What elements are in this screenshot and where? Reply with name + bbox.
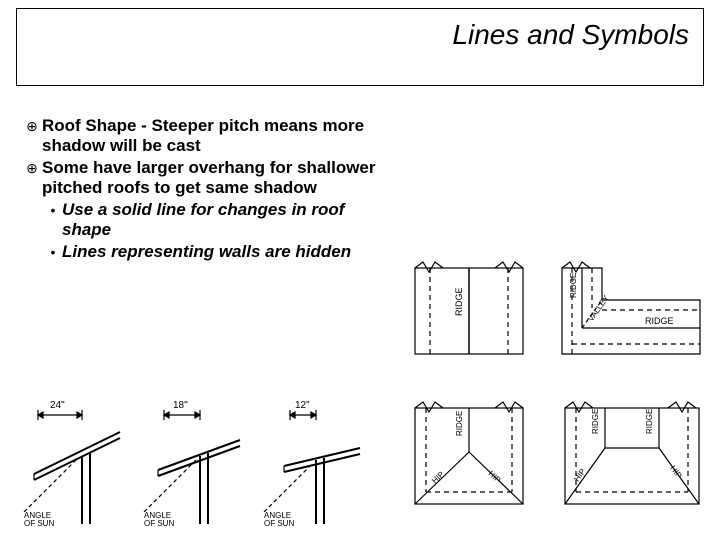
diagram-hip-trap: RIDGE RIDGE HIP HIP — [550, 396, 710, 516]
diagram-overhang-1: 24" ANGLE OF SUN — [20, 396, 130, 526]
bullet-item-1: ⊕ Roof Shape - Steeper pitch means more … — [22, 116, 392, 156]
diagram-overhang-3: 12" ANGLE OF SUN — [260, 396, 370, 526]
hip-label: HIP — [430, 470, 446, 486]
ridge-label: RIDGE — [591, 409, 600, 434]
bullet-icon: ⊕ — [22, 158, 42, 178]
sun-label-2: OF SUN — [144, 519, 174, 526]
sun-label-2: OF SUN — [264, 519, 294, 526]
sub-bullet-text: Use a solid line for changes in roof sha… — [62, 200, 392, 240]
sun-label-2: OF SUN — [24, 519, 54, 526]
page-title: Lines and Symbols — [452, 19, 689, 51]
bullet-item-2: ⊕ Some have larger overhang for shallowe… — [22, 158, 392, 198]
dim-label: 24" — [50, 400, 65, 411]
diagram-overhang-2: 18" ANGLE OF SUN — [140, 396, 250, 526]
diagram-hip: RIDGE HIP HIP — [400, 396, 530, 516]
ridge-label: RIDGE — [455, 411, 464, 436]
ridge-label: RIDGE — [645, 316, 674, 326]
ridge-label: RIDGE — [569, 273, 578, 298]
sub-bullet-icon: • — [44, 242, 62, 262]
dim-label: 18" — [173, 400, 188, 411]
ridge-label: RIDGE — [645, 409, 654, 434]
valley-label: VALLEY — [586, 293, 611, 323]
hip-label: HIP — [668, 464, 683, 480]
diagram-valley: RIDGE RIDGE VALLEY — [550, 256, 710, 366]
sub-bullet-text: Lines representing walls are hidden — [62, 242, 351, 262]
sub-bullet-1: • Use a solid line for changes in roof s… — [44, 200, 392, 240]
bullet-text: Roof Shape - Steeper pitch means more sh… — [42, 116, 392, 156]
hip-label: HIP — [572, 467, 587, 483]
bullet-text: Some have larger overhang for shallower … — [42, 158, 392, 198]
ridge-label: RIDGE — [454, 287, 464, 316]
bullet-icon: ⊕ — [22, 116, 42, 136]
diagram-gable-ridge: RIDGE — [400, 256, 530, 366]
dim-label: 12" — [295, 400, 310, 411]
bullet-list: ⊕ Roof Shape - Steeper pitch means more … — [22, 116, 392, 264]
sub-bullet-icon: • — [44, 200, 62, 220]
sub-bullet-2: • Lines representing walls are hidden — [44, 242, 392, 262]
title-box: Lines and Symbols — [16, 8, 704, 86]
